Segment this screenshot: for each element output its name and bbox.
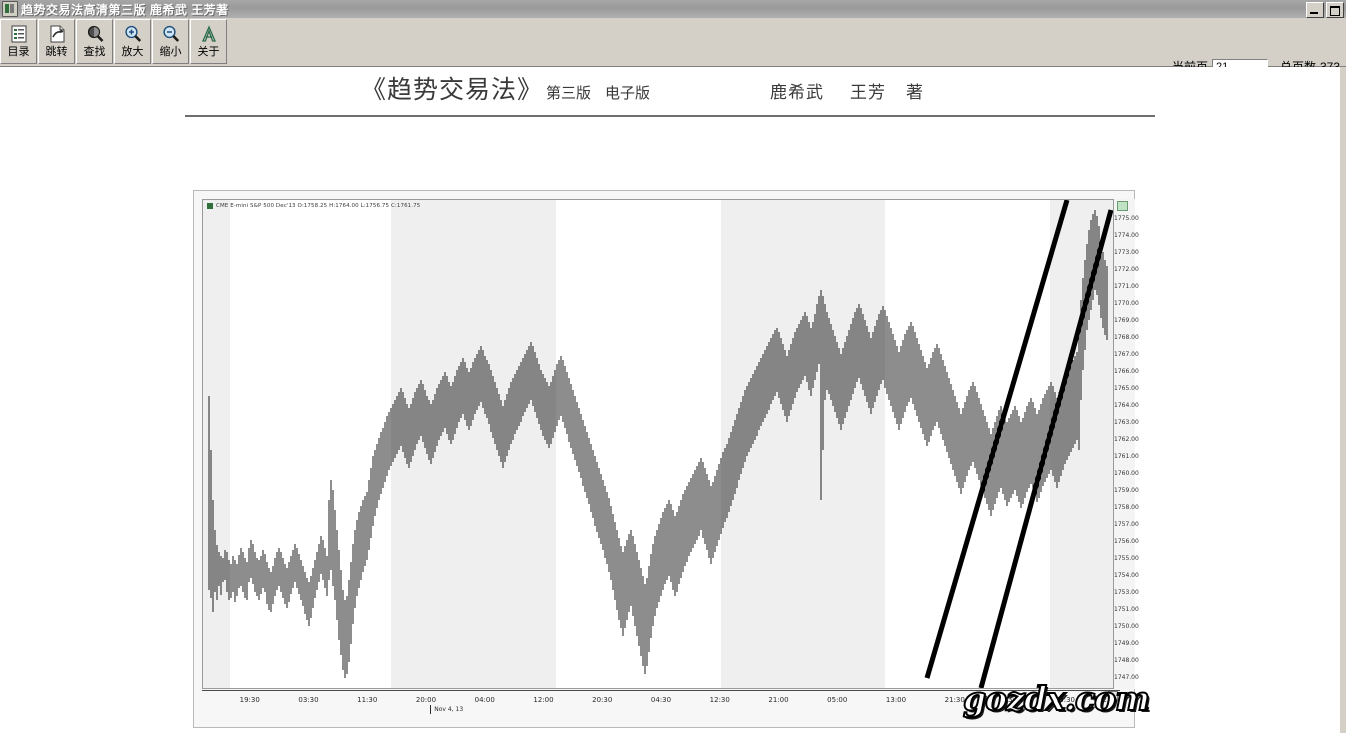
minimize-button[interactable] (1306, 2, 1324, 18)
time-tick: 13:00 (885, 696, 907, 704)
time-tick: 04:00 (474, 696, 495, 704)
price-tick: 1772.00 (1114, 266, 1139, 273)
book-format: 电子版 (605, 84, 651, 102)
toolbar-label: 目录 (7, 45, 30, 58)
toolbar-button-contents[interactable]: 目录 (0, 19, 37, 64)
price-axis: 1775.00 1774.00 1773.00 1772.00 1771.00 … (1113, 199, 1139, 689)
price-series (208, 210, 1108, 678)
book-author-2: 王芳 (850, 83, 887, 103)
price-tick: 1768.00 (1114, 334, 1139, 341)
document-right-gutter[interactable] (1340, 67, 1346, 733)
time-tick: 12:00 (533, 696, 554, 704)
time-axis: 19:30 03:30 11:30 20:00 04:00 12:00 20:3… (202, 690, 1123, 720)
price-tick: 1755.00 (1114, 555, 1139, 562)
price-tick: 1764.00 (1114, 402, 1139, 409)
time-tick: 19:30 (239, 696, 260, 704)
price-tick: 1770.00 (1114, 300, 1139, 307)
header-rule (185, 115, 1155, 117)
session-band (720, 200, 886, 688)
book-page-header: 《趋势交易法》 第三版 电子版 鹿希武 王芳 著 (185, 70, 1155, 120)
time-tick: 20:00 (415, 696, 437, 704)
toolbar-label: 跳转 (45, 45, 68, 58)
book-author-1: 鹿希武 (770, 83, 825, 103)
toolbar: 目录 跳转 (0, 18, 1346, 74)
price-tick: 1756.00 (1114, 538, 1139, 545)
site-watermark: gozdx.com (962, 678, 1151, 719)
session-band (390, 200, 556, 688)
title-bar: 趋势交易法高清第三版 鹿希武 王芳著 (0, 0, 1346, 18)
trendline-upper (978, 209, 1114, 688)
price-tick: 1758.00 (1114, 504, 1139, 511)
book-edition: 第三版 (546, 84, 592, 102)
restore-button[interactable] (1326, 2, 1344, 18)
price-tick: 1753.00 (1114, 589, 1139, 596)
price-axis-marker (1117, 201, 1128, 211)
toolbar-button-zoom-in[interactable]: 放大 (114, 19, 151, 64)
time-tick: 20:30 (592, 696, 613, 704)
price-tick: 1761.00 (1114, 453, 1139, 460)
document-view[interactable]: 《趋势交易法》 第三版 电子版 鹿希武 王芳 著 (0, 67, 1340, 733)
price-tick: 1747.00 (1114, 674, 1139, 681)
price-tick: 1749.00 (1114, 640, 1139, 647)
toolbar-label: 放大 (121, 45, 144, 58)
time-tick: 03:30 (298, 696, 319, 704)
toolbar-button-find[interactable]: 查找 (76, 19, 113, 64)
toolbar-label: 关于 (197, 45, 220, 58)
chart-symbol-label: CME E-mini S&P 500 Dec'13 O:1758.25 H:17… (207, 203, 420, 209)
price-tick: 1750.00 (1114, 623, 1139, 630)
time-tick: 11:30 (357, 696, 378, 704)
chart-plot-area[interactable]: CME E-mini S&P 500 Dec'13 O:1758.25 H:17… (202, 199, 1120, 689)
chart-resize-handle-icon[interactable] (1108, 691, 1118, 701)
book-window-icon (2, 1, 18, 17)
window-title: 趋势交易法高清第三版 鹿希武 王芳著 (21, 2, 229, 17)
price-tick: 1767.00 (1114, 351, 1139, 358)
trendline-lower (924, 200, 1070, 679)
book-author-suffix: 著 (906, 83, 924, 103)
time-tick: 21:30 (944, 696, 965, 704)
chart-symbol-text: CME E-mini S&P 500 Dec'13 O:1758.25 H:17… (216, 203, 421, 209)
price-tick: 1754.00 (1114, 572, 1139, 579)
contents-list-icon (9, 22, 29, 46)
price-tick: 1763.00 (1114, 419, 1139, 426)
price-tick: 1771.00 (1114, 283, 1139, 290)
price-tick: 1766.00 (1114, 368, 1139, 375)
chart-legend-swatch (207, 203, 213, 209)
toolbar-label: 查找 (83, 45, 106, 58)
price-tick: 1757.00 (1114, 521, 1139, 528)
search-magnifier-icon (85, 22, 105, 46)
toolbar-button-jump[interactable]: 跳转 (38, 19, 75, 64)
price-tick: 1765.00 (1114, 385, 1139, 392)
time-tick: 13:30 (1054, 696, 1075, 704)
date-marker: Nov 4, 13 (430, 705, 464, 714)
price-tick: 1760.00 (1114, 470, 1139, 477)
session-band (203, 200, 231, 688)
price-tick: 1775.00 (1114, 215, 1139, 222)
time-tick: 21:00 (768, 696, 789, 704)
time-axis-ruler (202, 690, 1120, 695)
price-tick: 1759.00 (1114, 487, 1139, 494)
time-tick: 04:30 (650, 696, 672, 704)
time-tick: 05:00 (827, 696, 848, 704)
price-tick: 1748.00 (1114, 657, 1139, 664)
price-tick: 1762.00 (1114, 436, 1139, 443)
toolbar-label: 缩小 (159, 45, 182, 58)
zoom-out-icon (161, 22, 181, 46)
chart-figure: CME E-mini S&P 500 Dec'13 O:1758.25 H:17… (193, 190, 1139, 728)
price-tick: 1769.00 (1114, 317, 1139, 324)
window-controls (1306, 2, 1344, 18)
trend-channel-annotation (924, 200, 1114, 688)
book-title: 《趋势交易法》 (361, 75, 544, 104)
session-bands (203, 200, 1119, 688)
price-tick: 1774.00 (1114, 232, 1139, 239)
time-tick: 12:30 (709, 696, 730, 704)
time-tick: 05:30 (1003, 696, 1024, 704)
toolbar-button-about[interactable]: 关于 (190, 19, 227, 64)
about-a-icon (199, 22, 219, 46)
price-tick: 1751.00 (1114, 606, 1139, 613)
price-tick: 1773.00 (1114, 249, 1139, 256)
jump-to-page-icon (47, 22, 67, 46)
toolbar-button-zoom-out[interactable]: 缩小 (152, 19, 189, 64)
zoom-in-icon (123, 22, 143, 46)
